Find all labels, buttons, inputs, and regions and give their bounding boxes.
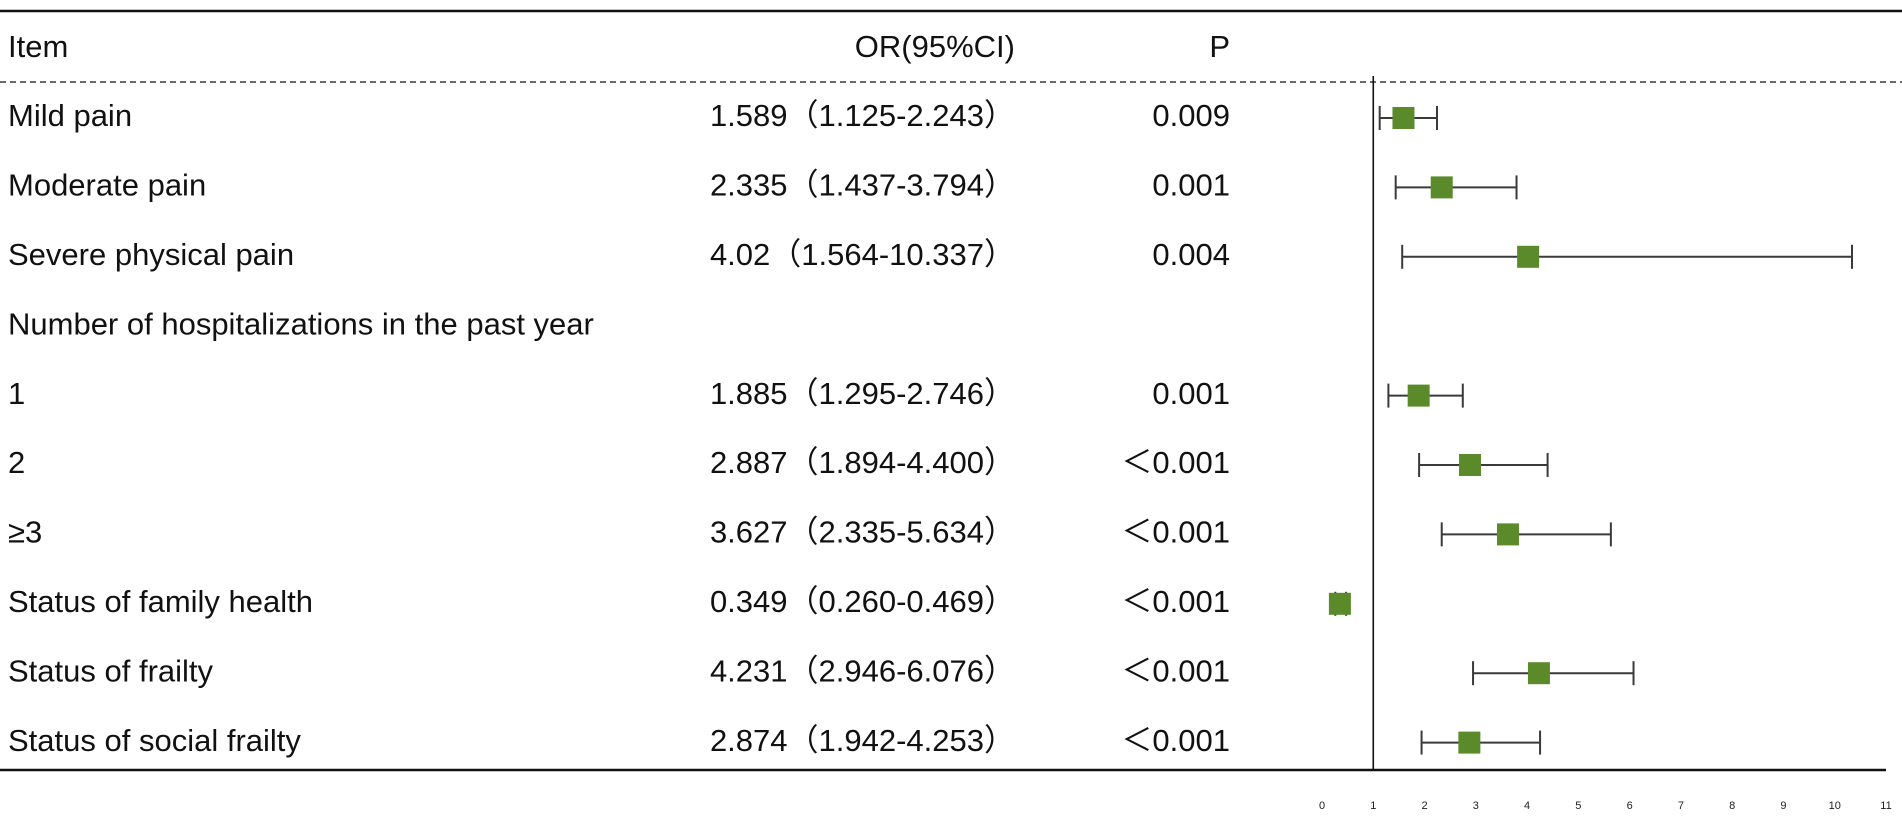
p-value: ＜0.001: [1121, 445, 1230, 480]
forest-row: [1420, 730, 1542, 755]
x-tick-label: 0: [1319, 800, 1325, 812]
x-tick-label: 1: [1370, 800, 1376, 812]
or-marker: [1407, 384, 1430, 407]
row-label: 1: [8, 376, 25, 411]
p-value: ＜0.001: [1121, 515, 1230, 550]
forest-row: [1472, 661, 1635, 686]
p-value: 0.009: [1152, 98, 1230, 133]
table-row: Severe physical pain 4.02（1.564-10.337） 0.…: [8, 237, 1230, 272]
or-marker: [1496, 523, 1519, 546]
table-row: Number of hospitalizations in the past y…: [8, 306, 594, 341]
row-label: Status of family health: [8, 584, 313, 619]
p-value: 0.001: [1152, 376, 1230, 411]
x-tick-label: 10: [1829, 800, 1841, 812]
row-label: 2: [8, 445, 25, 480]
row-label: Mild pain: [8, 98, 132, 133]
or-marker: [1459, 454, 1482, 476]
table-row: 1 1.885（1.295-2.746） 0.001: [8, 376, 1230, 411]
x-tick-label: 6: [1627, 800, 1633, 812]
table-row: 2 2.887（1.894-4.400） ＜0.001: [8, 445, 1230, 480]
or-ci-value: 2.335（1.437-3.794）: [710, 168, 1015, 203]
table-rows: Mild pain 1.589（1.125-2.243） 0.009 Moderate…: [8, 98, 1230, 758]
forest-row: [1387, 383, 1464, 408]
x-tick-label: 7: [1678, 800, 1684, 812]
or-ci-value: 3.627（2.335-5.634）: [710, 515, 1015, 550]
forest-marks: [1328, 76, 1854, 770]
or-ci-value: 0.349（0.260-0.469）: [710, 584, 1015, 619]
table-row: Status of social frailty 2.874（1.942-4.25…: [8, 723, 1230, 758]
or-ci-value: 1.885（1.295-2.746）: [710, 376, 1015, 411]
p-value: 0.001: [1152, 168, 1230, 203]
x-tick-label: 2: [1421, 800, 1427, 812]
or-marker: [1458, 731, 1481, 754]
forest-row: [1440, 522, 1612, 547]
or-ci-value: 4.231（2.946-6.076）: [710, 653, 1015, 688]
forest-row: [1378, 106, 1439, 130]
or-ci-value: 2.887（1.894-4.400）: [710, 445, 1015, 480]
p-value: ＜0.001: [1121, 653, 1230, 688]
table-row: Status of frailty 4.231（2.946-6.076） ＜0.00…: [8, 653, 1230, 688]
table-row: ≥3 3.627（2.335-5.634） ＜0.001: [8, 515, 1230, 550]
forest-row: [1418, 453, 1549, 477]
p-value: 0.004: [1152, 237, 1230, 272]
forest-row: [1401, 244, 1854, 269]
x-tick-label: 5: [1575, 800, 1581, 812]
or-ci-value: 1.589（1.125-2.243）: [710, 98, 1015, 133]
row-label: Status of social frailty: [8, 723, 301, 758]
or-ci-value: 4.02（1.564-10.337）: [710, 237, 1015, 272]
x-tick-label: 9: [1780, 800, 1786, 812]
row-label: ≥3: [8, 515, 42, 550]
row-label: Status of frailty: [8, 653, 214, 688]
x-tick-label: 11: [1880, 800, 1891, 812]
table-row: Status of family health 0.349（0.260-0.469…: [8, 584, 1230, 619]
table-row: Moderate pain 2.335（1.437-3.794） 0.001: [8, 168, 1230, 203]
row-label: Severe physical pain: [8, 237, 294, 272]
row-label: Number of hospitalizations in the past y…: [8, 306, 594, 341]
x-tick-label: 3: [1473, 800, 1479, 812]
p-value: ＜0.001: [1121, 723, 1230, 758]
column-header-p: P: [1209, 29, 1230, 64]
or-marker: [1527, 662, 1550, 685]
column-header-or: OR(95%CI): [855, 29, 1015, 64]
table-row: Mild pain 1.589（1.125-2.243） 0.009: [8, 98, 1230, 133]
or-marker: [1392, 107, 1415, 129]
forest-row: [1328, 591, 1351, 616]
x-tick-label: 4: [1524, 800, 1530, 812]
x-tick-label: 8: [1729, 800, 1735, 812]
p-value: ＜0.001: [1121, 584, 1230, 619]
row-label: Moderate pain: [8, 168, 206, 203]
table-rules: [0, 9, 1902, 772]
forest-row: [1394, 175, 1518, 200]
or-marker: [1517, 245, 1540, 268]
or-marker: [1430, 176, 1453, 199]
header-row: Item OR(95%CI) P: [8, 29, 1230, 64]
or-ci-value: 2.874（1.942-4.253）: [710, 723, 1015, 758]
or-marker: [1328, 592, 1351, 615]
column-header-item: Item: [8, 29, 68, 64]
x-axis: 0 1 2 3 4 5 6 7 8 9 10 11: [1319, 800, 1892, 812]
